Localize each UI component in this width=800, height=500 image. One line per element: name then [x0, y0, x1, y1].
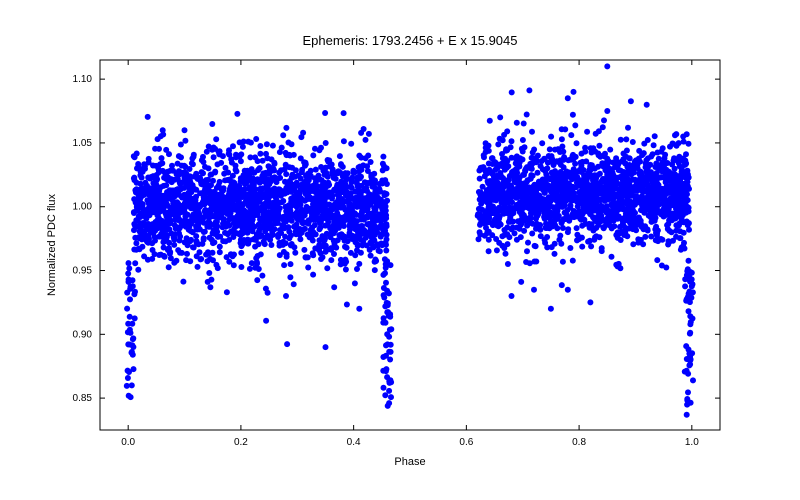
- chart-title: Ephemeris: 1793.2456 + E x 15.9045: [302, 33, 517, 48]
- xtick-label: 0.4: [347, 437, 361, 448]
- phase-curve-chart: 0.0 0.2 0.4 0.6 0.8 1.0 0.85 0.90 0.95 1.00 1.05 1.…: [0, 0, 800, 500]
- xtick-label: 0.8: [572, 437, 586, 448]
- ytick-label: 0.90: [73, 329, 93, 340]
- ytick-label: 0.95: [73, 266, 93, 277]
- xtick-label: 1.0: [685, 437, 699, 448]
- x-axis-label: Phase: [394, 456, 425, 468]
- ytick-label: 1.05: [73, 138, 93, 149]
- xtick-label: 0.2: [234, 437, 248, 448]
- ytick-label: 0.85: [73, 393, 93, 404]
- chart-svg: 0.0 0.2 0.4 0.6 0.8 1.0 0.85 0.90 0.95 1.00 1.05 1.…: [0, 0, 800, 500]
- xtick-label: 0.0: [121, 437, 135, 448]
- y-axis-label: Normalized PDC flux: [46, 193, 58, 296]
- xtick-label: 0.6: [459, 437, 473, 448]
- scatter-points: [124, 63, 696, 417]
- ytick-label: 1.00: [73, 202, 93, 213]
- ytick-label: 1.10: [73, 74, 93, 85]
